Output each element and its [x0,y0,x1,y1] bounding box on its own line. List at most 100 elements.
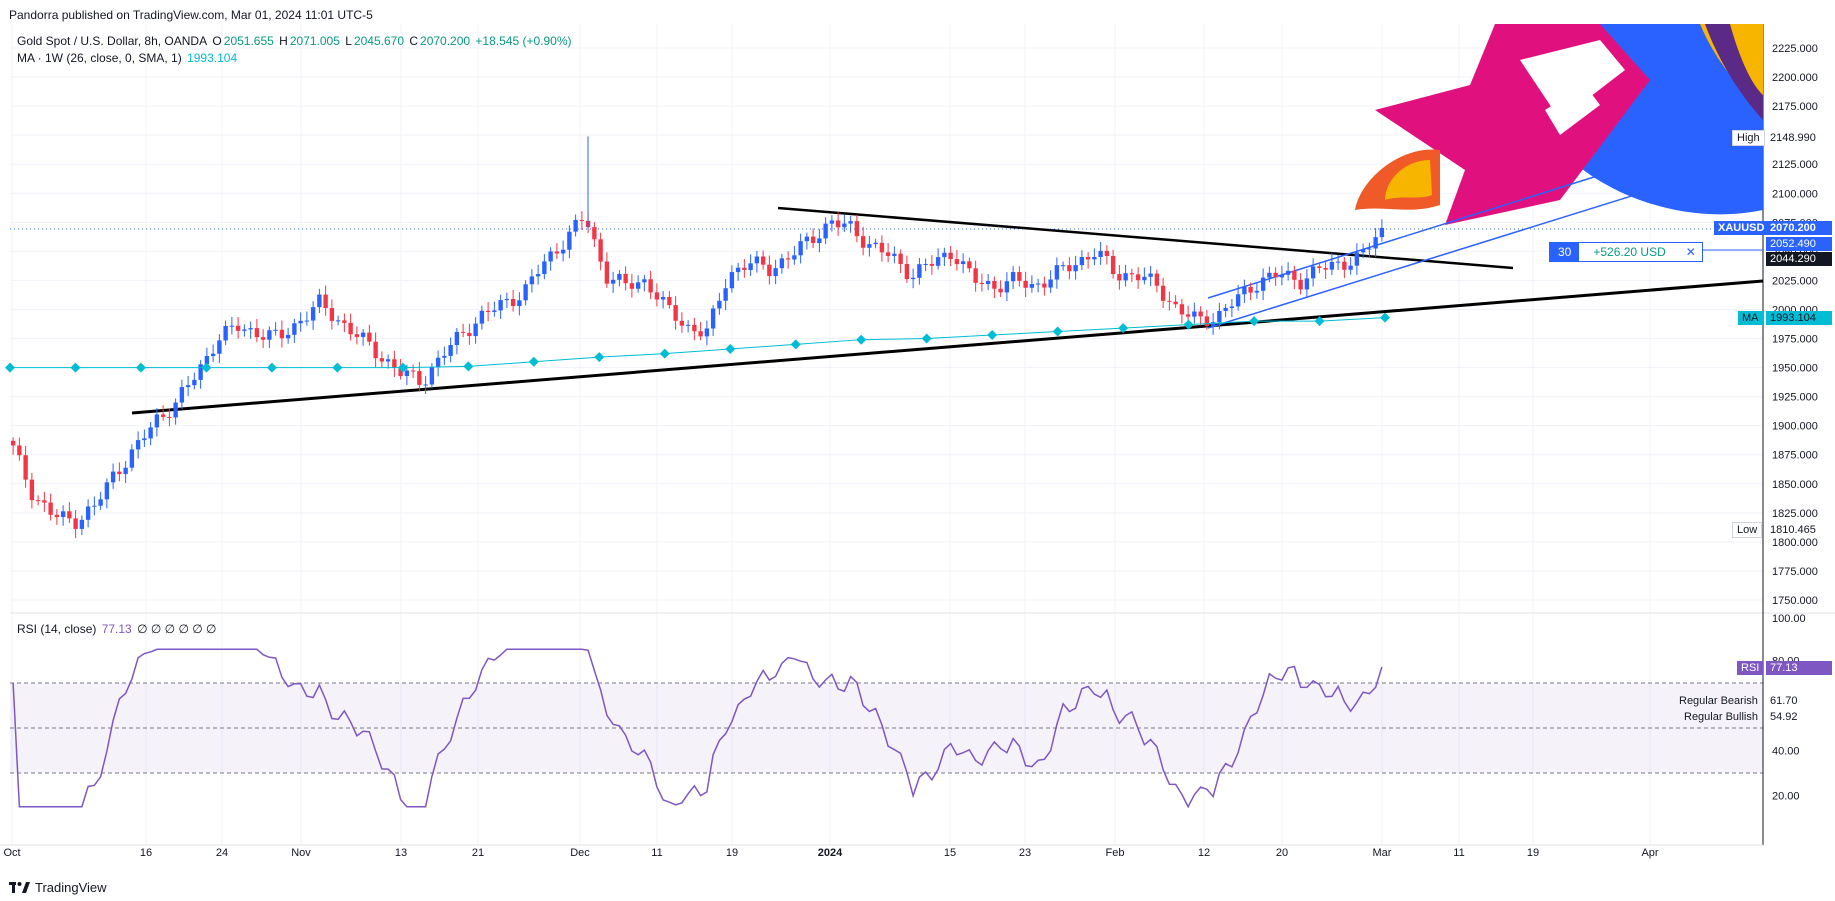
candle-body [1354,252,1360,266]
candle-body [985,280,991,285]
candle-body [1154,273,1160,286]
ma-marker [659,348,670,359]
candle-body [892,253,897,256]
candle-body [867,244,872,248]
candle-body [23,455,28,480]
candle-body [767,264,772,277]
candle-body [623,273,628,284]
candle-body [898,253,903,264]
candle-body [779,258,785,269]
time-tick: 15 [944,847,956,859]
candle-body [979,282,985,285]
candle-body [823,223,828,239]
candle-body [54,514,60,518]
candle-body [723,288,728,301]
candle-body [860,236,866,248]
high-value: 2071.005 [289,34,340,48]
candle-body [1054,265,1060,280]
ma-marker [790,339,801,350]
candle-body [504,298,510,301]
candle-body [854,221,860,237]
candle-body [1304,278,1310,290]
candle-body [29,479,35,501]
candle-body [292,323,297,335]
candle-body [67,511,72,519]
high-label: H [279,34,288,48]
candle-body [554,251,560,254]
candle-body [104,482,110,500]
publish-header: Pandorra published on TradingView.com, M… [9,8,373,22]
candle-body [1160,285,1166,301]
candle-body [185,385,191,388]
candle-body [304,320,310,322]
candle-body [317,294,322,308]
candle-body [42,500,47,503]
candle-body [373,341,378,359]
candle-body [1179,304,1185,315]
candle-body [323,294,328,309]
candle-body [1098,250,1103,257]
candle-body [423,384,428,386]
candle-body [1248,286,1253,293]
candle-body [123,467,128,475]
candle-body [267,330,272,340]
candle-body [417,371,422,385]
candles [10,136,1385,539]
candle-body [235,325,241,331]
position-box[interactable]: 30 +526.20 USD ✕ [1549,242,1703,262]
candle-body [273,329,278,331]
candle-body [773,268,778,277]
candle-body [1367,248,1372,250]
rsi-legend-label: RSI (14, close) [17,622,97,636]
candle-body [1067,265,1072,272]
candle-body [467,332,472,337]
candle-body [629,283,635,289]
candle-body [1198,311,1203,317]
ma-marker [528,356,539,367]
candle-body [817,238,822,244]
candle-body [792,255,797,260]
ma-marker [1249,316,1260,327]
descending-resistance-line [777,206,1514,270]
price-tick: 1950.000 [1772,363,1818,375]
candle-body [1242,286,1247,295]
time-tick: 13 [395,847,407,859]
candle-body [60,511,66,518]
candle-body [704,328,710,337]
footer-brand: TradingView [9,880,107,895]
candle-body [392,359,397,368]
time-tick: Apr [1641,847,1658,859]
candle-body [617,273,622,280]
ma-marker [1052,326,1063,337]
ma-marker [397,362,408,373]
candle-body [542,261,547,275]
rsi-legend: RSI (14, close) 77.13 ∅ ∅ ∅ ∅ ∅ ∅ [17,622,218,636]
time-tick: Oct [3,847,20,859]
candle-body [1210,322,1216,326]
candle-body [473,323,478,337]
price-tick: 2125.000 [1772,159,1818,171]
time-tick: 23 [1019,847,1031,859]
price-tick: 1825.000 [1772,508,1818,520]
ma-marker [1118,323,1129,334]
rsi-legend-extra: ∅ ∅ ∅ ∅ ∅ ∅ [137,622,217,636]
price-tick: 1900.000 [1772,421,1818,433]
candle-body [198,364,203,380]
candle-body [679,320,685,326]
candle-body [635,282,641,289]
candle-body [173,402,178,418]
candle-body [510,298,516,307]
candle-body [1229,306,1235,308]
rsi-tick: 100.00 [1772,613,1806,625]
candle-body [1042,283,1047,288]
ma-marker [1314,316,1325,327]
candle-body [442,355,447,358]
close-position-icon[interactable]: ✕ [1685,245,1696,259]
time-tick: 16 [140,847,152,859]
candle-body [79,519,85,529]
candle-body [379,358,385,362]
time-tick: 12 [1198,847,1210,859]
price-tick: 2225.000 [1772,43,1818,55]
candle-body [598,239,603,262]
